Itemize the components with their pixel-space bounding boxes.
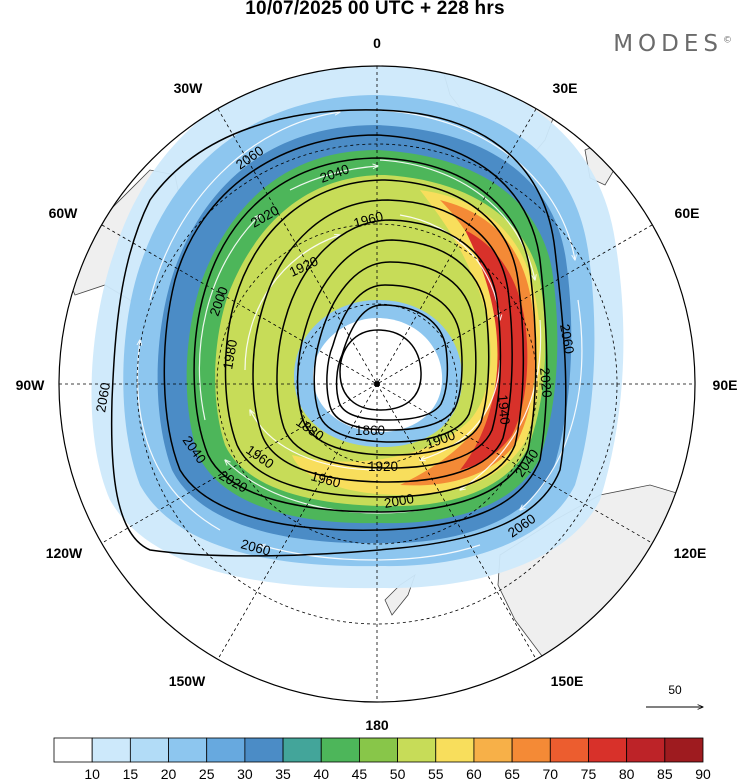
- map-title: 10/07/2025 00 UTC + 228 hrs: [245, 0, 505, 19]
- graticule: [59, 66, 695, 702]
- colorbar-swatch: [244, 737, 284, 763]
- colorbar-tick-label: 40: [313, 766, 329, 782]
- colorbar-tick-label: 65: [504, 766, 520, 782]
- colorbar-tick-label: 85: [657, 766, 673, 782]
- lon-label-30e: 30E: [553, 80, 578, 96]
- contour-label: 1920: [368, 459, 398, 474]
- lon-label-60e: 60E: [675, 205, 700, 221]
- lon-label-60w: 60W: [49, 205, 79, 221]
- contour-1940: [296, 239, 490, 456]
- colorbar-tick-label: 90: [695, 766, 711, 782]
- contour-label: 2060: [93, 381, 113, 413]
- colorbar-tick-label: 70: [543, 766, 559, 782]
- contour-2000: [224, 179, 525, 498]
- colorbar-swatch: [53, 737, 93, 763]
- contour-2020: [193, 157, 537, 513]
- colorbar: [53, 737, 704, 763]
- lon-label-150w: 150W: [169, 673, 206, 689]
- colorbar-swatch: [473, 737, 513, 763]
- contour-1920: [313, 261, 477, 443]
- copyright-mark: ©: [723, 35, 732, 46]
- south-pole-marker: [374, 381, 380, 387]
- lon-label-180: 180: [365, 717, 389, 733]
- colorbar-swatch: [282, 737, 322, 763]
- colorbar-tick-label: 20: [161, 766, 177, 782]
- contour-1980: [252, 199, 513, 483]
- colorbar-swatch: [91, 737, 131, 763]
- colorbar-tick-label: 30: [237, 766, 253, 782]
- wind-band-60: [292, 190, 541, 496]
- lon-label-120e: 120E: [674, 545, 707, 561]
- colorbar-tick-label: 25: [199, 766, 215, 782]
- contour-2040: [163, 134, 548, 531]
- lon-label-90e: 90E: [713, 377, 738, 393]
- colorbar-tick-label: 75: [581, 766, 597, 782]
- colorbar-tick-label: 50: [390, 766, 406, 782]
- colorbar-tick-label: 35: [275, 766, 291, 782]
- colorbar-tick-label: 80: [619, 766, 635, 782]
- contour-label: 1980: [220, 338, 240, 370]
- colorbar-tick-label: 60: [466, 766, 482, 782]
- colorbar-swatch: [664, 737, 704, 763]
- contour-label: 1940: [495, 394, 513, 425]
- colorbar-tick-label: 55: [428, 766, 444, 782]
- lon-label-30w: 30W: [174, 80, 204, 96]
- colorbar-tick-label: 10: [84, 766, 100, 782]
- colorbar-swatch: [168, 737, 208, 763]
- colorbar-swatch: [397, 737, 437, 763]
- colorbar-ticks: 10 15 20 25 30 35 40 45 50 55 60 65 70 75 80 85 90: [84, 766, 711, 782]
- lon-label-120w: 120W: [46, 545, 83, 561]
- brand-logo: MODES©: [613, 31, 732, 57]
- height-contours: [110, 109, 567, 557]
- wind-band-80: [460, 230, 528, 470]
- contour-label: 2000: [383, 491, 415, 511]
- colorbar-tick-label: 45: [352, 766, 368, 782]
- lon-label-90w: 90W: [16, 377, 46, 393]
- reference-vector-label: 50: [668, 683, 682, 697]
- colorbar-swatch: [511, 737, 551, 763]
- contour-label: 1860: [355, 423, 385, 438]
- contour-label: 2020: [537, 367, 555, 398]
- contour-1960: [276, 219, 502, 469]
- colorbar-swatch: [626, 737, 666, 763]
- contour-1860: [339, 329, 422, 411]
- colorbar-swatch: [549, 737, 589, 763]
- colorbar-swatch: [359, 737, 398, 763]
- colorbar-swatch: [129, 737, 169, 763]
- lon-label-150e: 150E: [551, 673, 584, 689]
- colorbar-swatch: [206, 737, 246, 763]
- colorbar-tick-label: 15: [123, 766, 139, 782]
- contour-2060: [110, 109, 567, 557]
- contour-1900: [326, 284, 463, 431]
- map-frame: [58, 65, 696, 703]
- contour-label: 2060: [557, 323, 577, 355]
- colorbar-swatch: [435, 737, 475, 763]
- brand-text: MODES: [613, 31, 723, 57]
- lon-label-0: 0: [373, 35, 381, 51]
- colorbar-swatch: [588, 737, 628, 763]
- colorbar-swatch: [320, 737, 360, 763]
